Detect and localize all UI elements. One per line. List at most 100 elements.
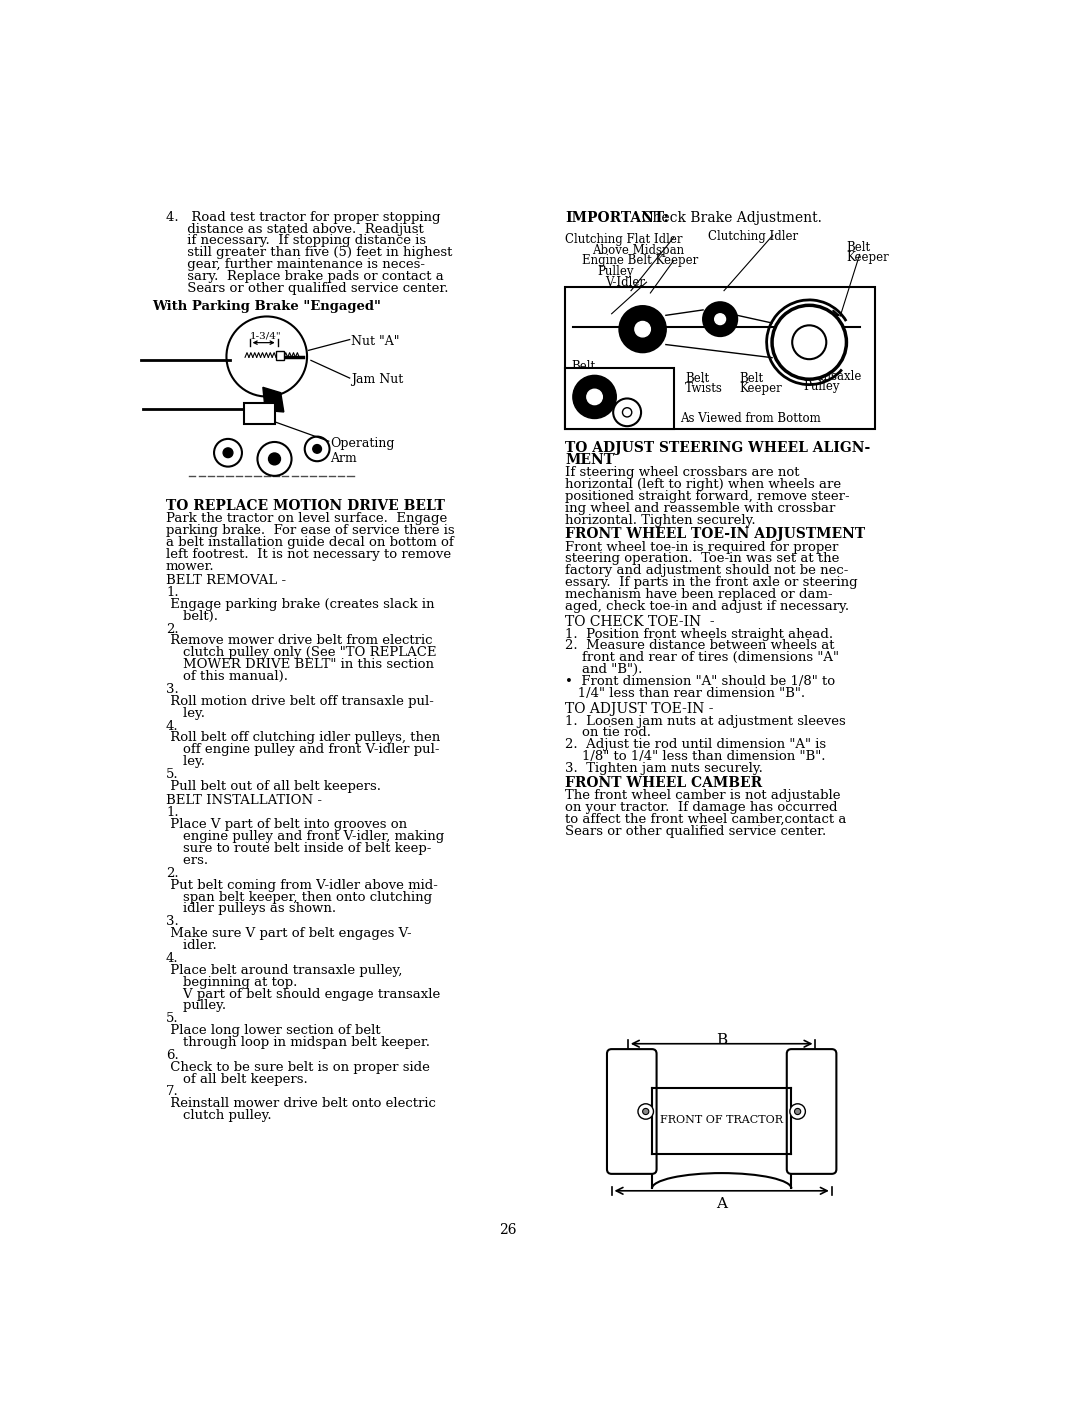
- Text: MENT: MENT: [565, 453, 615, 467]
- Text: Check to be sure belt is on proper side: Check to be sure belt is on proper side: [166, 1061, 430, 1074]
- Text: 3.: 3.: [166, 916, 179, 928]
- Circle shape: [619, 306, 666, 352]
- Text: Belt: Belt: [685, 372, 710, 384]
- Circle shape: [586, 390, 603, 405]
- Text: 1/4" less than rear dimension "B".: 1/4" less than rear dimension "B".: [565, 687, 806, 700]
- Text: IMPORTANT:: IMPORTANT:: [565, 210, 669, 224]
- Text: span belt keeper, then onto clutching: span belt keeper, then onto clutching: [166, 890, 432, 903]
- Bar: [565, 367, 674, 429]
- Text: +: +: [638, 322, 653, 341]
- Text: Nut "A": Nut "A": [351, 335, 400, 348]
- Text: B: B: [716, 1033, 727, 1047]
- Text: 5.: 5.: [166, 1012, 178, 1025]
- Text: sary.  Replace brake pads or contact a: sary. Replace brake pads or contact a: [166, 271, 444, 283]
- Text: factory and adjustment should not be nec-: factory and adjustment should not be nec…: [565, 565, 849, 578]
- Text: of all belt keepers.: of all belt keepers.: [166, 1073, 308, 1085]
- Text: 1.  Position front wheels straight ahead.: 1. Position front wheels straight ahead.: [565, 628, 834, 641]
- Text: Park the tractor on level surface.  Engage: Park the tractor on level surface. Engag…: [166, 512, 447, 524]
- Text: mower.: mower.: [166, 559, 215, 573]
- Text: 6.: 6.: [166, 1049, 179, 1061]
- Text: V-Idler: V-Idler: [619, 412, 660, 425]
- Text: 4.: 4.: [166, 719, 178, 733]
- Text: on your tractor.  If damage has occurred: on your tractor. If damage has occurred: [565, 801, 838, 813]
- Circle shape: [269, 453, 281, 465]
- Text: Clutching Idler: Clutching Idler: [708, 230, 798, 243]
- Text: 1-3/4": 1-3/4": [249, 332, 281, 341]
- Text: ing wheel and reassemble with crossbar: ing wheel and reassemble with crossbar: [565, 502, 836, 515]
- Text: 4.: 4.: [166, 952, 178, 965]
- Text: Place V part of belt into grooves on: Place V part of belt into grooves on: [166, 819, 407, 831]
- Text: Engine: Engine: [606, 374, 645, 384]
- Text: BELT REMOVAL -: BELT REMOVAL -: [166, 573, 286, 587]
- Text: steering operation.  Toe-in was set at the: steering operation. Toe-in was set at th…: [565, 552, 839, 565]
- Text: ers.: ers.: [166, 854, 208, 866]
- Text: Above Midspan: Above Midspan: [592, 244, 685, 257]
- Text: distance as stated above.  Readjust: distance as stated above. Readjust: [166, 223, 423, 236]
- Bar: [276, 350, 284, 360]
- Text: still greater than five (5) feet in highest: still greater than five (5) feet in high…: [166, 247, 453, 259]
- Text: Sears or other qualified service center.: Sears or other qualified service center.: [565, 824, 826, 837]
- Text: Make sure V part of belt engages V-: Make sure V part of belt engages V-: [166, 927, 411, 941]
- Text: sure to route belt inside of belt keep-: sure to route belt inside of belt keep-: [166, 843, 431, 855]
- Text: 2.  Measure distance between wheels at: 2. Measure distance between wheels at: [565, 639, 835, 652]
- Text: Roll motion drive belt off transaxle pul-: Roll motion drive belt off transaxle pul…: [166, 695, 434, 708]
- Text: +: +: [624, 408, 636, 422]
- Circle shape: [622, 408, 632, 416]
- Text: Belt: Belt: [571, 360, 595, 373]
- Text: Front wheel toe-in is required for proper: Front wheel toe-in is required for prope…: [565, 541, 838, 554]
- Text: essary.  If parts in the front axle or steering: essary. If parts in the front axle or st…: [565, 576, 858, 589]
- Circle shape: [789, 1103, 806, 1119]
- Text: FRONT OF TRACTOR: FRONT OF TRACTOR: [660, 1116, 783, 1126]
- Text: belt).: belt).: [166, 610, 218, 622]
- Circle shape: [572, 376, 617, 418]
- Text: Belt: Belt: [847, 241, 870, 254]
- Text: off engine pulley and front V-idler pul-: off engine pulley and front V-idler pul-: [166, 743, 440, 757]
- Text: Sears or other qualified service center.: Sears or other qualified service center.: [166, 282, 448, 296]
- Text: Place long lower section of belt: Place long lower section of belt: [166, 1023, 380, 1037]
- Text: MOWER DRIVE BELT" in this section: MOWER DRIVE BELT" in this section: [166, 659, 434, 672]
- Text: Belt: Belt: [740, 372, 764, 384]
- Text: +: +: [591, 391, 606, 409]
- Polygon shape: [262, 387, 284, 412]
- Text: TO ADJUST STEERING WHEEL ALIGN-: TO ADJUST STEERING WHEEL ALIGN-: [565, 440, 870, 454]
- Text: mechanism have been replaced or dam-: mechanism have been replaced or dam-: [565, 589, 833, 601]
- Text: Pulley: Pulley: [804, 380, 840, 393]
- Circle shape: [703, 303, 738, 336]
- Text: A: A: [716, 1197, 727, 1211]
- Text: front and rear of tires (dimensions "A": front and rear of tires (dimensions "A": [565, 652, 839, 665]
- Text: 2.: 2.: [166, 622, 178, 635]
- Text: to affect the front wheel camber,contact a: to affect the front wheel camber,contact…: [565, 813, 847, 826]
- Text: 2.  Adjust tie rod until dimension "A" is: 2. Adjust tie rod until dimension "A" is: [565, 739, 826, 751]
- Text: As Viewed from Bottom: As Viewed from Bottom: [679, 412, 821, 425]
- Circle shape: [613, 398, 642, 426]
- Text: 2.: 2.: [166, 866, 178, 879]
- FancyBboxPatch shape: [607, 1049, 657, 1173]
- Text: 3.  Tighten jam nuts securely.: 3. Tighten jam nuts securely.: [565, 763, 762, 775]
- Text: TO CHECK TOE-IN  -: TO CHECK TOE-IN -: [565, 615, 715, 629]
- FancyBboxPatch shape: [786, 1049, 836, 1173]
- Circle shape: [313, 444, 322, 453]
- Text: Transaxle: Transaxle: [804, 370, 862, 383]
- Text: parking brake.  For ease of service there is: parking brake. For ease of service there…: [166, 524, 455, 537]
- Text: FRONT WHEEL TOE-IN ADJUSTMENT: FRONT WHEEL TOE-IN ADJUSTMENT: [565, 527, 865, 541]
- Text: The front wheel camber is not adjustable: The front wheel camber is not adjustable: [565, 789, 840, 802]
- Text: 1.  Loosen jam nuts at adjustment sleeves: 1. Loosen jam nuts at adjustment sleeves: [565, 715, 846, 728]
- Text: +: +: [805, 336, 821, 355]
- Text: pulley.: pulley.: [166, 1000, 226, 1012]
- Circle shape: [224, 447, 233, 457]
- Text: 1.: 1.: [166, 806, 178, 819]
- Text: 1/8" to 1/4" less than dimension "B".: 1/8" to 1/4" less than dimension "B".: [565, 750, 825, 763]
- Text: idler pulleys as shown.: idler pulleys as shown.: [166, 903, 336, 916]
- Text: ley.: ley.: [166, 707, 205, 719]
- Text: Twists: Twists: [685, 381, 724, 394]
- Text: if necessary.  If stopping distance is: if necessary. If stopping distance is: [166, 234, 427, 248]
- Text: Pulley: Pulley: [606, 383, 640, 393]
- Text: left footrest.  It is not necessary to remove: left footrest. It is not necessary to re…: [166, 548, 451, 561]
- Text: clutch pulley.: clutch pulley.: [166, 1109, 272, 1122]
- Text: Jam Nut: Jam Nut: [351, 373, 404, 387]
- Text: through loop in midspan belt keeper.: through loop in midspan belt keeper.: [166, 1036, 430, 1049]
- Text: horizontal. Tighten securely.: horizontal. Tighten securely.: [565, 515, 756, 527]
- Text: Check Brake Adjustment.: Check Brake Adjustment.: [633, 210, 822, 224]
- Text: TO REPLACE MOTION DRIVE BELT: TO REPLACE MOTION DRIVE BELT: [166, 499, 445, 513]
- Text: ley.: ley.: [166, 756, 205, 768]
